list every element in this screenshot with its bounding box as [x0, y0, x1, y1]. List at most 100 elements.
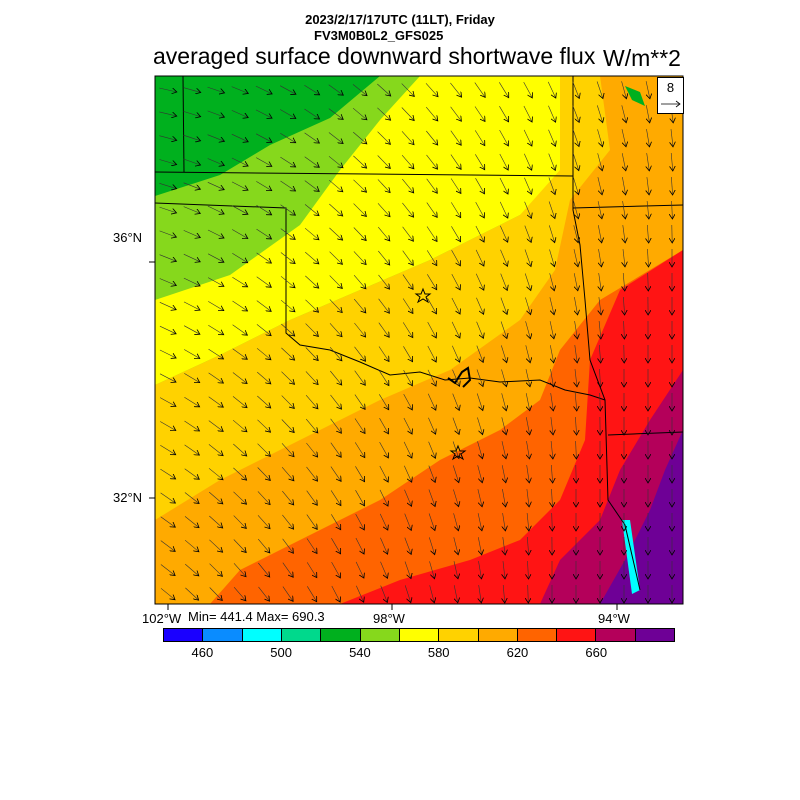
colorbar-swatch	[164, 629, 204, 641]
wind-arrow	[500, 225, 507, 242]
wind-arrow	[671, 176, 672, 195]
wind-arrow	[354, 346, 366, 361]
wind-arrow	[304, 84, 319, 95]
wind-arrow	[255, 85, 272, 94]
wind-arrow	[527, 465, 530, 483]
wind-arrow	[282, 514, 293, 529]
wind-arrow	[648, 248, 649, 267]
wind-arrow	[183, 182, 201, 189]
wind-arrow	[207, 86, 225, 93]
wind-arrow	[330, 418, 342, 433]
wind-arrow	[306, 538, 317, 554]
wind-arrow	[453, 561, 458, 579]
wind-arrow	[523, 81, 533, 98]
wind-arrow	[159, 254, 177, 262]
wind-arrow	[209, 563, 223, 577]
wind-arrow	[547, 81, 556, 98]
wind-arrow	[429, 537, 434, 554]
wind-arrow	[379, 418, 389, 434]
wind-arrow	[500, 273, 508, 291]
wind-arrow	[452, 369, 460, 387]
star-marker	[414, 287, 432, 304]
wind-arrow	[207, 229, 224, 238]
wind-arrow	[647, 200, 649, 219]
wind-arrow	[572, 105, 579, 123]
wind-arrow	[477, 417, 482, 434]
wind-arrow	[378, 250, 389, 265]
wind-arrow	[624, 320, 625, 339]
wind-arrow	[355, 537, 364, 554]
wind-arrow	[159, 87, 177, 92]
wind-arrow	[621, 105, 626, 122]
wind-arrow	[160, 468, 175, 479]
wind-arrow	[255, 109, 272, 118]
flux-field	[155, 76, 683, 604]
wind-arrow	[527, 489, 529, 507]
wind-arrow	[207, 182, 224, 189]
wind-arrow	[328, 84, 344, 95]
wind-arrow	[477, 513, 482, 531]
wind-arrow	[256, 276, 272, 288]
wind-arrow	[306, 490, 318, 506]
wind-arrow	[524, 249, 531, 267]
wind-arrow	[207, 205, 224, 214]
wind-arrow	[452, 345, 459, 362]
wind-arrow	[159, 349, 176, 358]
wind-arrow	[451, 321, 460, 338]
wind-arrow	[160, 564, 175, 576]
wind-arrow	[304, 156, 320, 168]
wind-arrow	[503, 513, 506, 531]
wind-arrow	[331, 514, 340, 529]
wind-arrow	[330, 394, 342, 409]
colorbar-tick-label: 620	[506, 645, 529, 660]
min-max-label: Min= 441.4 Max= 690.3	[188, 609, 325, 624]
wind-arrow	[183, 87, 200, 93]
colorbar-tick-label: 500	[270, 645, 292, 660]
wind-arrow	[258, 562, 269, 577]
wind-arrow	[647, 129, 650, 147]
wind-arrow	[402, 178, 413, 193]
wind-arrow	[304, 132, 320, 143]
wind-arrow	[403, 346, 412, 361]
wind-arrow	[427, 345, 436, 362]
wind-arrow	[600, 368, 601, 387]
wind-arrow	[159, 230, 177, 237]
wind-arrow	[452, 417, 459, 435]
wind-arrow	[477, 489, 482, 507]
wind-arrow	[233, 443, 246, 456]
wind-arrow	[599, 344, 600, 363]
wind-arrow	[551, 393, 554, 411]
wind-arrow	[524, 153, 531, 170]
wind-arrow	[305, 418, 318, 433]
wind-arrow	[208, 396, 224, 407]
wind-arrow	[355, 513, 365, 530]
wind-arrow	[160, 540, 175, 552]
border-line	[182, 76, 185, 173]
wind-arrow	[207, 253, 224, 262]
wind-arrow	[474, 82, 485, 98]
border-line	[155, 171, 574, 177]
wind-arrow	[526, 417, 529, 435]
wind-arrow	[428, 513, 435, 531]
wind-arrow	[404, 489, 412, 507]
wind-arrow	[380, 585, 388, 603]
wind-arrow	[232, 396, 247, 407]
wind-arrow	[183, 325, 200, 335]
wind-arrow	[572, 153, 579, 170]
wind-arrow	[328, 132, 343, 144]
wind-arrow	[256, 181, 271, 190]
wind-arrow	[353, 251, 366, 264]
wind-arrow	[257, 491, 270, 504]
wind-arrow	[499, 201, 508, 218]
wind-arrow	[645, 81, 650, 99]
wind-arrow	[623, 225, 625, 243]
wind-arrow	[379, 441, 389, 458]
map-frame	[154, 75, 684, 605]
wind-arrow	[159, 183, 176, 188]
wind-arrow	[622, 177, 625, 195]
wind-arrow	[427, 274, 436, 289]
wind-arrow	[184, 539, 199, 552]
wind-arrow	[526, 393, 530, 411]
wind-arrow	[450, 82, 461, 97]
wind-arrow	[623, 249, 625, 267]
